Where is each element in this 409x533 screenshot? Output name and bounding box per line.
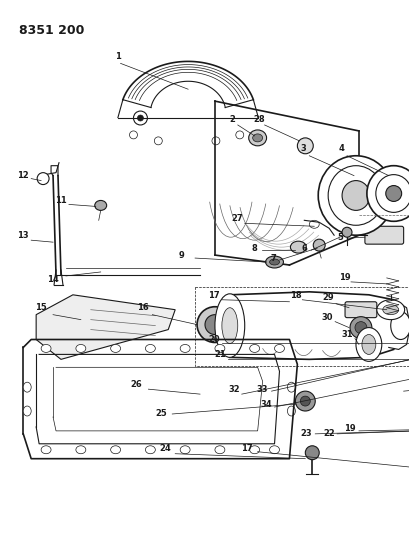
Ellipse shape	[327, 166, 383, 225]
Ellipse shape	[269, 259, 279, 265]
Text: 7: 7	[270, 254, 276, 263]
Text: 13: 13	[18, 231, 29, 240]
Ellipse shape	[37, 173, 49, 184]
Ellipse shape	[317, 156, 393, 235]
Text: 32: 32	[227, 385, 239, 394]
Ellipse shape	[355, 328, 381, 361]
Text: 8351 200: 8351 200	[19, 23, 84, 37]
Ellipse shape	[23, 406, 31, 416]
Ellipse shape	[249, 344, 259, 352]
Ellipse shape	[145, 446, 155, 454]
Ellipse shape	[265, 256, 283, 268]
Text: 19: 19	[338, 273, 350, 282]
Text: 28: 28	[253, 115, 265, 124]
Text: 17: 17	[208, 292, 219, 300]
Text: 17: 17	[240, 445, 252, 453]
Ellipse shape	[180, 344, 190, 352]
Ellipse shape	[249, 446, 259, 454]
Text: 23: 23	[300, 430, 311, 438]
Text: 24: 24	[159, 445, 171, 453]
Text: 15: 15	[35, 303, 47, 312]
Text: 30: 30	[321, 313, 332, 322]
Text: 11: 11	[55, 196, 67, 205]
Text: 20: 20	[208, 335, 219, 344]
Ellipse shape	[287, 406, 294, 416]
Ellipse shape	[312, 239, 324, 251]
Ellipse shape	[180, 446, 190, 454]
Text: 16: 16	[136, 303, 148, 312]
Ellipse shape	[382, 305, 398, 314]
Ellipse shape	[76, 344, 85, 352]
Ellipse shape	[361, 335, 375, 354]
Ellipse shape	[110, 446, 120, 454]
Text: 6: 6	[301, 244, 306, 253]
Ellipse shape	[214, 344, 224, 352]
Ellipse shape	[375, 175, 409, 212]
FancyBboxPatch shape	[344, 302, 376, 318]
Ellipse shape	[341, 181, 369, 211]
Text: 33: 33	[256, 385, 268, 394]
Ellipse shape	[137, 115, 143, 121]
Ellipse shape	[390, 312, 409, 340]
Text: 31: 31	[340, 330, 352, 339]
Ellipse shape	[214, 294, 244, 358]
Text: 22: 22	[322, 430, 334, 438]
FancyBboxPatch shape	[364, 227, 402, 244]
Ellipse shape	[145, 344, 155, 352]
Ellipse shape	[308, 220, 319, 228]
Text: 14: 14	[47, 276, 59, 285]
Ellipse shape	[349, 317, 371, 338]
Ellipse shape	[110, 344, 120, 352]
Ellipse shape	[305, 446, 319, 459]
Ellipse shape	[197, 306, 232, 343]
Ellipse shape	[366, 166, 409, 221]
Ellipse shape	[23, 382, 31, 392]
Ellipse shape	[252, 134, 262, 142]
Ellipse shape	[94, 200, 106, 211]
Ellipse shape	[287, 382, 294, 392]
Text: 12: 12	[17, 171, 29, 180]
Ellipse shape	[385, 185, 401, 201]
Text: 2: 2	[228, 115, 234, 124]
Text: 29: 29	[321, 293, 333, 302]
Ellipse shape	[300, 396, 310, 406]
Ellipse shape	[41, 446, 51, 454]
Ellipse shape	[274, 344, 284, 352]
Text: 34: 34	[260, 400, 272, 409]
Text: 18: 18	[289, 292, 301, 300]
Ellipse shape	[248, 130, 266, 146]
Ellipse shape	[376, 300, 404, 320]
Text: 3: 3	[300, 144, 306, 154]
Ellipse shape	[76, 446, 85, 454]
Ellipse shape	[354, 321, 366, 334]
Text: 5: 5	[336, 233, 342, 241]
Text: 8: 8	[251, 244, 257, 253]
Polygon shape	[36, 295, 175, 359]
Text: 19: 19	[344, 424, 355, 433]
Ellipse shape	[341, 227, 351, 237]
Text: 27: 27	[230, 214, 242, 223]
FancyBboxPatch shape	[195, 287, 409, 366]
Text: 21: 21	[213, 350, 225, 359]
Ellipse shape	[294, 391, 315, 411]
Ellipse shape	[214, 446, 224, 454]
Ellipse shape	[269, 446, 279, 454]
Text: 25: 25	[155, 409, 167, 418]
Text: 9: 9	[178, 251, 184, 260]
Ellipse shape	[221, 308, 237, 343]
Text: 26: 26	[130, 379, 142, 389]
Ellipse shape	[204, 314, 224, 335]
Ellipse shape	[290, 241, 306, 253]
Text: 4: 4	[337, 144, 343, 154]
Text: 1: 1	[115, 52, 120, 61]
Ellipse shape	[297, 138, 312, 154]
Ellipse shape	[41, 344, 51, 352]
